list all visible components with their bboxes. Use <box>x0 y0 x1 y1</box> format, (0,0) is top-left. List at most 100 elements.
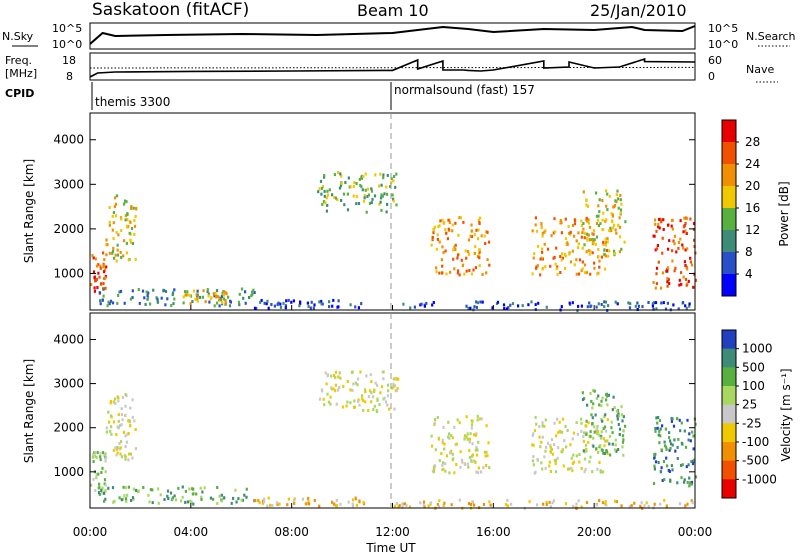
cell-7-43 <box>600 404 603 408</box>
cell-2-44 <box>98 291 101 295</box>
cell-9-75 <box>471 500 474 504</box>
cell-7-118 <box>596 272 599 276</box>
cell-2-5 <box>116 301 119 305</box>
cell-5-74 <box>364 172 367 176</box>
cell-0-7 <box>98 492 101 496</box>
cell-10-53 <box>684 304 687 308</box>
cell-7-25 <box>595 397 598 401</box>
cell-0-22 <box>104 452 107 456</box>
cell-7-12 <box>620 405 623 409</box>
cell-1-24 <box>114 397 117 401</box>
date-title: 25/Jan/2010 <box>590 1 687 20</box>
cell-3-29 <box>196 293 199 297</box>
cell-6-30 <box>462 220 465 224</box>
freq-line-1 <box>89 66 696 69</box>
cell-7-41 <box>544 265 547 269</box>
cell-7-119 <box>572 224 575 227</box>
cell-5-53 <box>436 416 439 419</box>
cell-7-38 <box>560 221 563 225</box>
cell-1-61 <box>112 246 115 250</box>
cell-5-15 <box>344 181 347 184</box>
cell-6-99 <box>580 421 583 425</box>
cell-10-32 <box>419 303 422 307</box>
cell-2-39 <box>177 486 180 490</box>
cell-5-9 <box>340 199 343 202</box>
cell-8-18 <box>613 223 616 227</box>
cell-10-61 <box>652 307 655 311</box>
cell-10-55 <box>688 302 691 306</box>
cell-3-19 <box>221 301 224 304</box>
cell-6-49 <box>479 216 482 220</box>
cell-0-19 <box>104 276 107 280</box>
cell-2-81 <box>200 498 203 501</box>
cell-2-37 <box>248 296 251 299</box>
cell-4-67 <box>378 403 381 407</box>
cell-8-52 <box>614 228 617 232</box>
cell-7-7 <box>531 272 534 276</box>
power-panel-frame <box>89 112 696 311</box>
cell-8-3 <box>606 240 609 244</box>
cell-8-32 <box>587 204 590 208</box>
cell-7-92 <box>598 265 601 269</box>
cell-10-68 <box>473 305 476 309</box>
cell-6-72 <box>600 430 603 434</box>
cell-7-9 <box>556 265 559 269</box>
cell-3-12 <box>185 293 188 297</box>
cell-10-75 <box>517 304 520 308</box>
cell-3-43 <box>286 503 289 507</box>
cell-2-57 <box>155 296 158 300</box>
cell-6-26 <box>474 245 477 249</box>
cell-4-40 <box>373 404 376 408</box>
cell-4-12 <box>360 302 363 306</box>
cell-10-25 <box>509 303 512 307</box>
cell-1-51 <box>112 237 115 240</box>
cell-2-34 <box>132 498 135 501</box>
cell-5-59 <box>379 200 382 204</box>
cell-0-28 <box>103 268 106 272</box>
cell-4-60 <box>334 389 337 393</box>
cell-6-90 <box>585 424 588 428</box>
cell-9-22 <box>548 500 551 504</box>
cell-7-1 <box>571 249 574 253</box>
cell-5-49 <box>336 198 339 202</box>
cell-4-84 <box>335 402 338 406</box>
cell-4-37 <box>349 303 352 307</box>
cell-1-20 <box>114 253 117 257</box>
cell-5-29 <box>342 192 346 196</box>
cell-6-10 <box>541 467 544 471</box>
cell-9-20 <box>545 500 548 504</box>
cell-5-93 <box>466 437 469 441</box>
cell-5-86 <box>340 182 343 185</box>
cell-3-21 <box>194 297 197 301</box>
cell-1-39 <box>125 200 128 204</box>
cell-1-50 <box>111 249 115 253</box>
cell-6-21 <box>532 432 535 436</box>
cell-8-26 <box>654 460 658 464</box>
cell-2-20 <box>206 290 209 293</box>
cell-6-68 <box>458 216 461 220</box>
cell-4-29 <box>358 403 361 407</box>
cell-4-81 <box>373 388 376 392</box>
cell-1-26 <box>123 454 126 458</box>
cell-7-66 <box>541 231 544 235</box>
cell-4-15 <box>260 299 263 302</box>
cell-8-40 <box>653 464 656 468</box>
cell-8-83 <box>687 438 690 442</box>
cell-8-11 <box>669 439 672 443</box>
cell-5-38 <box>325 209 328 213</box>
cell-2-51 <box>191 300 194 303</box>
cell-2-31 <box>113 499 116 503</box>
cell-6-55 <box>472 268 475 272</box>
cell-9-11 <box>605 503 608 507</box>
cell-1-31 <box>123 239 126 243</box>
cell-9-8 <box>639 504 642 508</box>
cpid-segment-1: themis 3300 <box>95 95 170 109</box>
cell-2-64 <box>219 296 222 300</box>
cell-8-53 <box>657 416 660 419</box>
cell-2-45 <box>237 300 241 304</box>
cell-9-38 <box>620 504 623 508</box>
cell-5-54 <box>333 173 336 177</box>
cell-2-59 <box>228 304 232 308</box>
cell-6-9 <box>444 249 447 253</box>
